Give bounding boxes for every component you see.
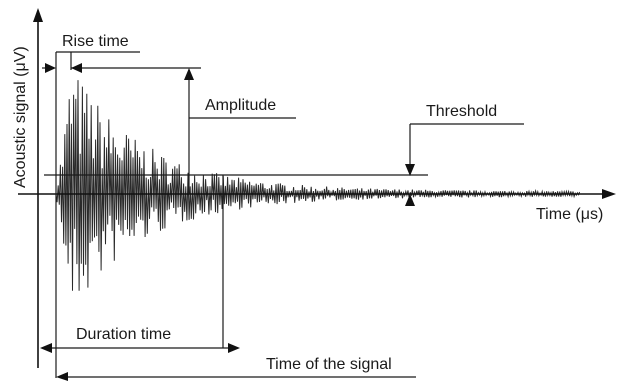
threshold-up-arrowhead [405, 194, 415, 206]
signal-time-left-arrowhead [56, 372, 68, 381]
rise-time-left-pointing-arrowhead [71, 63, 82, 73]
rise-time-right-pointing-arrowhead [45, 63, 56, 73]
duration-time-label: Duration time [76, 326, 171, 343]
x-axis-arrowhead [602, 189, 616, 199]
threshold-label: Threshold [426, 103, 497, 120]
y-axis-label: Acoustic signal (μV) [12, 46, 29, 188]
waveform-trace [55, 80, 581, 291]
threshold-down-arrowhead [405, 164, 415, 176]
y-axis-arrowhead [33, 8, 43, 22]
x-axis-label: Time (μs) [536, 206, 603, 223]
amplitude-arrowhead [184, 68, 194, 80]
duration-right-arrowhead [228, 343, 240, 353]
duration-left-arrowhead [40, 343, 52, 353]
time-of-signal-label: Time of the signal [266, 356, 392, 373]
amplitude-label: Amplitude [205, 97, 276, 114]
rise-time-label: Rise time [62, 33, 129, 50]
acoustic-waveform [55, 80, 581, 291]
